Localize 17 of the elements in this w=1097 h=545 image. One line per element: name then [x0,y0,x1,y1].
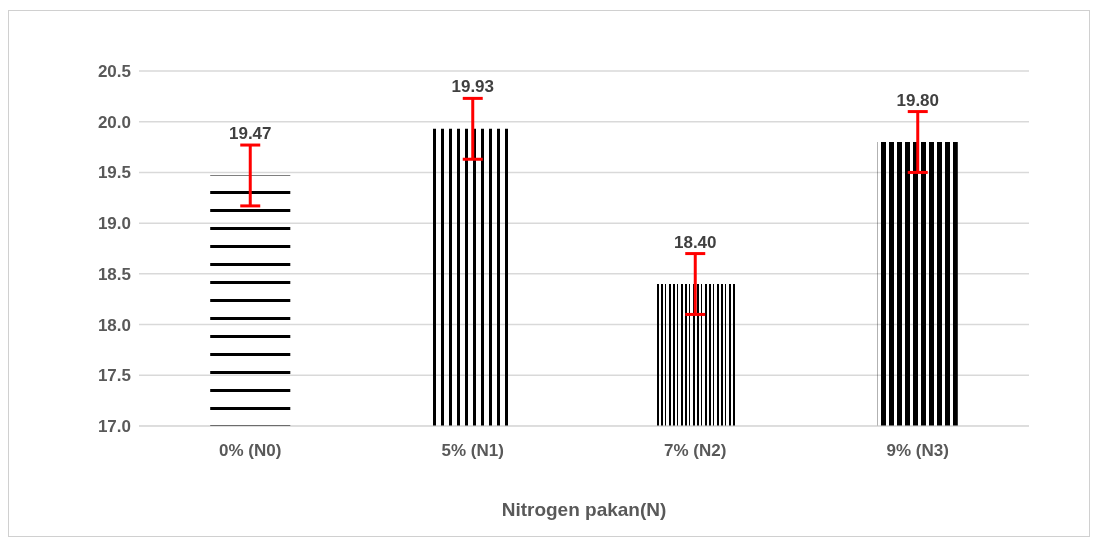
x-tick-label: 5% (N1) [441,441,504,461]
y-tick-label: 20.0 [97,112,131,132]
y-tick-label: 19.5 [97,163,131,183]
y-tick-label: 18.0 [97,315,131,335]
y-tick-label: 17.0 [97,417,131,437]
data-label: 18.40 [673,232,717,252]
data-label: 19.93 [451,77,495,97]
y-tick-label: 18.5 [97,264,131,284]
y-tick-label: 19.0 [97,214,131,234]
y-tick-label: 20.5 [97,62,131,82]
x-tick-label: 7% (N2) [664,441,727,461]
y-tick-label: 17.5 [97,366,131,386]
x-axis-title: Nitrogen pakan(N) [501,499,667,520]
data-label: 19.47 [228,124,272,144]
data-label: 19.80 [896,90,940,110]
x-tick-label: 9% (N3) [886,441,949,461]
x-tick-label: 0% (N0) [219,441,282,461]
